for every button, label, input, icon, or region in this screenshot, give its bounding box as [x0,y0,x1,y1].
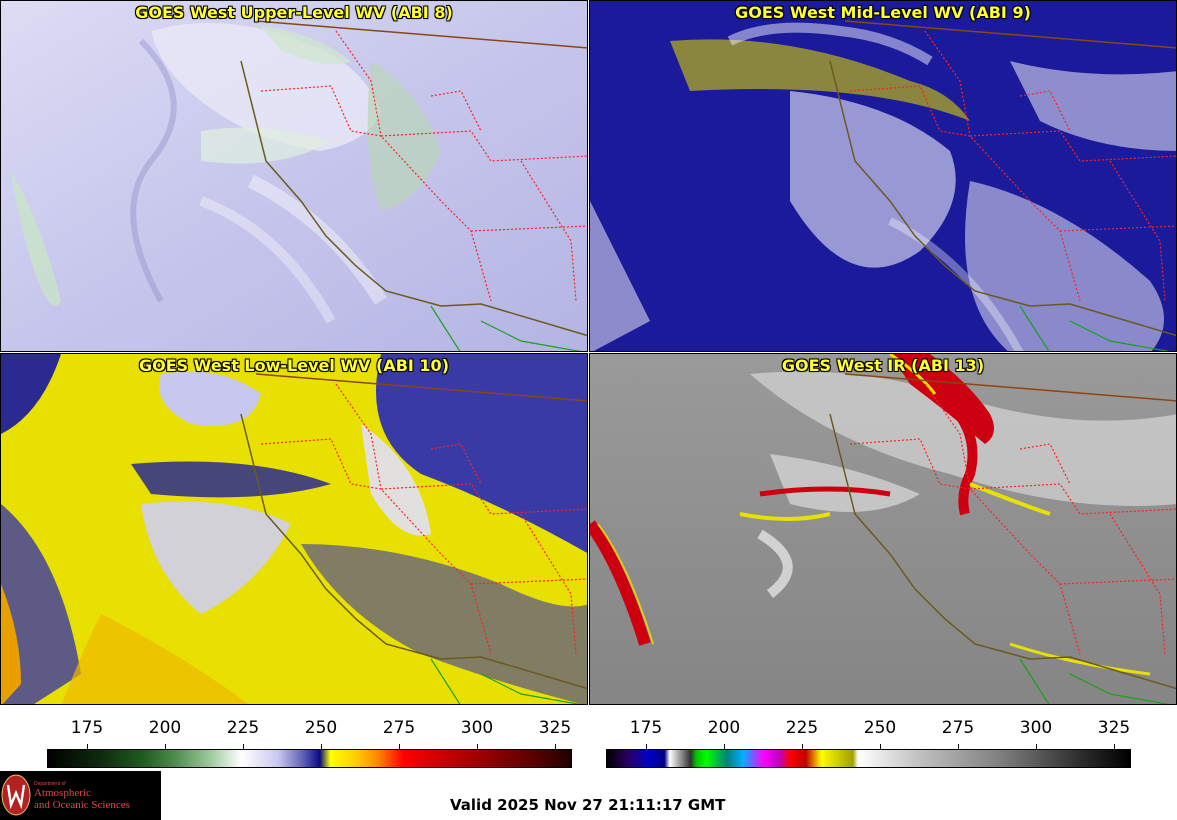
wv-colorbar-tick: 250 [304,718,338,738]
logo-oceanic-sciences: and Oceanic Sciences [34,799,130,811]
mid-level-wv-title: GOES West Mid-Level WV (ABI 9) [735,3,1031,22]
upper-level-wv-image [1,1,587,351]
upper-level-wv-title: GOES West Upper-Level WV (ABI 8) [135,3,453,22]
ir-colorbar-tick: 175 [629,718,663,738]
ir-colorbar-tick: 275 [941,718,975,738]
mid-level-wv-image [590,1,1176,351]
ir-colorbar-tick: 300 [1019,718,1053,738]
ir-colorbar-tick: 225 [785,718,819,738]
ir-colorbar-tick: 250 [863,718,897,738]
wv-colorbar: 175 200 225 250 275 300 325 [0,706,588,770]
wv-colorbar-tick: 275 [382,718,416,738]
logo-department: Department of [34,781,66,787]
wv-colorbar-tick: 300 [460,718,494,738]
ir-colorbar-tick: 200 [707,718,741,738]
low-level-wv-panel: GOES West Low-Level WV (ABI 10) [0,353,588,705]
upper-level-wv-panel: GOES West Upper-Level WV (ABI 8) [0,0,588,352]
uw-crest-icon [1,774,31,816]
wv-colorbar-tick: 175 [70,718,104,738]
ir-colorbar-tick: 325 [1097,718,1131,738]
ir-colorbar-gradient [606,749,1131,768]
wv-colorbar-tick: 325 [538,718,572,738]
mid-level-wv-panel: GOES West Mid-Level WV (ABI 9) [589,0,1177,352]
ir-title: GOES West IR (ABI 13) [781,356,985,375]
ir-panel: GOES West IR (ABI 13) [589,353,1177,705]
ir-colorbar: 175 200 225 250 275 300 325 [589,706,1177,770]
ir-image [590,354,1176,704]
wv-colorbar-gradient [47,749,572,768]
low-level-wv-image [1,354,587,704]
valid-time: Valid 2025 Nov 27 21:11:17 GMT [450,796,726,814]
low-level-wv-title: GOES West Low-Level WV (ABI 10) [138,356,449,375]
uw-aos-logo: Department of Atmospheric and Oceanic Sc… [0,771,161,820]
logo-atmospheric: Atmospheric [34,787,91,799]
wv-colorbar-tick: 200 [148,718,182,738]
wv-colorbar-tick: 225 [226,718,260,738]
